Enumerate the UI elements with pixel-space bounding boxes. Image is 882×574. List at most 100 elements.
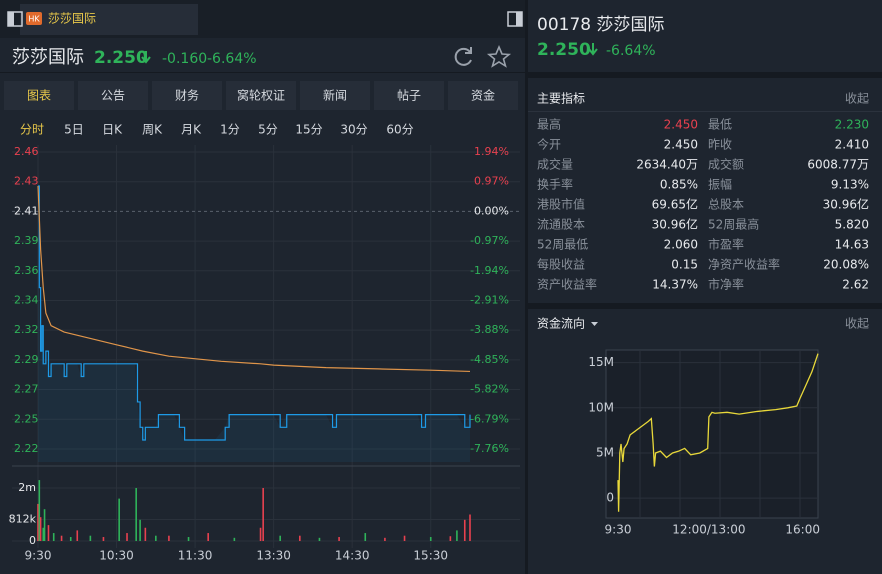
price-area	[38, 186, 470, 462]
period-option[interactable]: 1分	[220, 123, 240, 137]
period-option[interactable]: 日K	[102, 123, 123, 137]
metric-value: 30.96亿	[823, 197, 869, 212]
x-tick-label: 15:30	[413, 549, 448, 563]
tab-label[interactable]: 新闻	[323, 88, 347, 103]
y-tick-label: 2.25	[14, 412, 39, 425]
flow-toggle[interactable]: 收起	[845, 317, 869, 331]
volume-bar	[429, 537, 432, 541]
period-option[interactable]: 5日	[64, 123, 84, 137]
volume-bar	[155, 535, 157, 541]
metric-value: 14.37%	[652, 278, 698, 292]
volume-bar	[139, 519, 141, 541]
metric-value: 2.060	[664, 238, 698, 252]
y-tick-label: 2.39	[14, 234, 39, 247]
metric-label: 每股收益	[537, 257, 585, 272]
flow-title: 资金流向	[537, 316, 585, 331]
period-option[interactable]: 月K	[181, 123, 202, 137]
tab-button[interactable]	[152, 81, 222, 110]
y2-tick-label: -5.82%	[470, 383, 509, 396]
volume-bar	[233, 537, 236, 541]
volume-bar	[43, 509, 46, 541]
x-tick-label: 9:30	[25, 549, 52, 563]
y2-tick-label: -2.91%	[470, 293, 509, 306]
tab[interactable]	[20, 4, 198, 35]
metric-value: 2.230	[835, 118, 869, 132]
y-tick-label: 2.22	[14, 442, 39, 455]
tab-label[interactable]: 财务	[175, 88, 199, 103]
metric-label: 最高	[537, 117, 561, 132]
volume-bar	[403, 535, 406, 541]
divider	[0, 72, 525, 73]
volume-bar	[38, 480, 41, 541]
period-option[interactable]: 15分	[295, 123, 322, 137]
period-option[interactable]: 30分	[340, 123, 367, 137]
side-divider	[528, 303, 882, 309]
tab-button[interactable]	[4, 81, 74, 110]
metric-label: 振幅	[708, 177, 732, 192]
tab-button[interactable]	[374, 81, 444, 110]
volume-bar	[463, 519, 466, 541]
volume-bar	[262, 488, 264, 541]
period-option[interactable]: 分时	[20, 123, 44, 137]
volume-bar	[207, 533, 209, 541]
x-tick-label: 16:00	[785, 523, 820, 537]
tab-button[interactable]	[448, 81, 518, 110]
y2-tick-label: 0.97%	[474, 175, 509, 188]
metric-value: 2634.40万	[636, 158, 698, 172]
panel-toggle-fill	[516, 12, 522, 26]
period-option[interactable]: 周K	[142, 123, 163, 137]
metric-value: 2.410	[835, 138, 869, 152]
metrics-rule	[528, 111, 882, 112]
y2-tick-label: -0.97%	[470, 234, 509, 247]
period-option[interactable]: 5分	[258, 123, 278, 137]
volume-bar	[456, 530, 458, 541]
volume-bar	[126, 533, 128, 541]
volume-bar	[52, 533, 55, 541]
metrics-title: 主要指标	[537, 91, 585, 106]
metric-value: 2.62	[842, 278, 869, 292]
metric-label: 成交额	[708, 157, 744, 172]
tab-label[interactable]: 公告	[101, 89, 125, 103]
volume-bar	[279, 535, 281, 541]
tab-label[interactable]: 资金	[471, 88, 495, 103]
tab-label[interactable]: 图表	[27, 89, 51, 103]
volume-bar	[89, 535, 92, 541]
y-tick-label: 15M	[588, 355, 614, 369]
metric-label: 流通股本	[537, 218, 585, 232]
tab-label[interactable]: 帖子	[397, 88, 421, 103]
volume-tick-label: 2m	[18, 481, 36, 494]
volume-bar	[364, 533, 367, 541]
volume-tick-label: 0	[29, 534, 36, 547]
volume-bar	[259, 527, 262, 541]
volume-bar	[69, 537, 72, 541]
volume-bar	[299, 535, 301, 541]
volume-bar	[102, 537, 105, 541]
x-tick-label: 11:30	[178, 549, 213, 563]
period-option[interactable]: 60分	[386, 123, 413, 137]
y2-tick-label: -3.88%	[470, 323, 509, 336]
tab-button[interactable]	[78, 81, 148, 110]
metric-label: 市净率	[708, 277, 744, 292]
tab-button[interactable]	[226, 81, 296, 110]
y-tick-label: 0	[606, 491, 614, 505]
y2-tick-label: 0.00%	[474, 204, 509, 217]
tab-button[interactable]	[300, 81, 370, 110]
tab-title: 莎莎国际	[48, 12, 96, 26]
volume-bar	[76, 530, 79, 541]
metric-value: 2.450	[664, 138, 698, 152]
metrics-toggle[interactable]: 收起	[845, 92, 869, 106]
flow-caret[interactable]	[591, 322, 598, 326]
metric-label: 52周最低	[537, 238, 588, 252]
volume-bar	[42, 527, 45, 541]
tab-label[interactable]: 窝轮权证	[237, 88, 285, 103]
volume-bar	[187, 537, 190, 541]
metric-value: 5.820	[835, 218, 869, 232]
volume-bar	[384, 537, 386, 541]
y-tick-label: 2.34	[14, 293, 39, 306]
refresh-icon[interactable]	[454, 47, 472, 66]
star-icon[interactable]	[486, 44, 512, 68]
volume-bar	[168, 535, 170, 541]
x-tick-label: 10:30	[99, 549, 134, 563]
side-arrow	[588, 43, 598, 56]
